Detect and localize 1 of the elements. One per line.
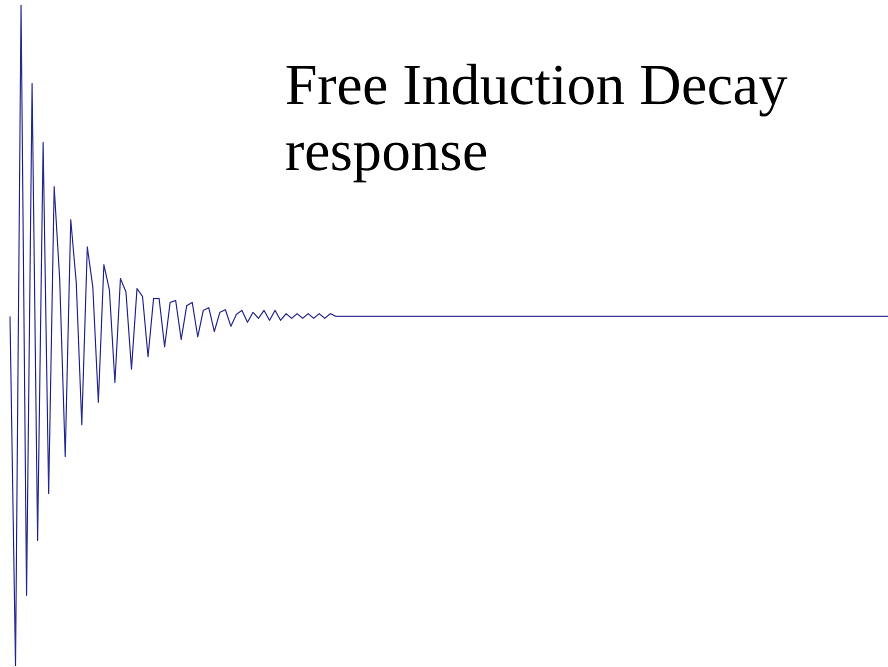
text: Free Induction Decay response (285, 52, 788, 184)
